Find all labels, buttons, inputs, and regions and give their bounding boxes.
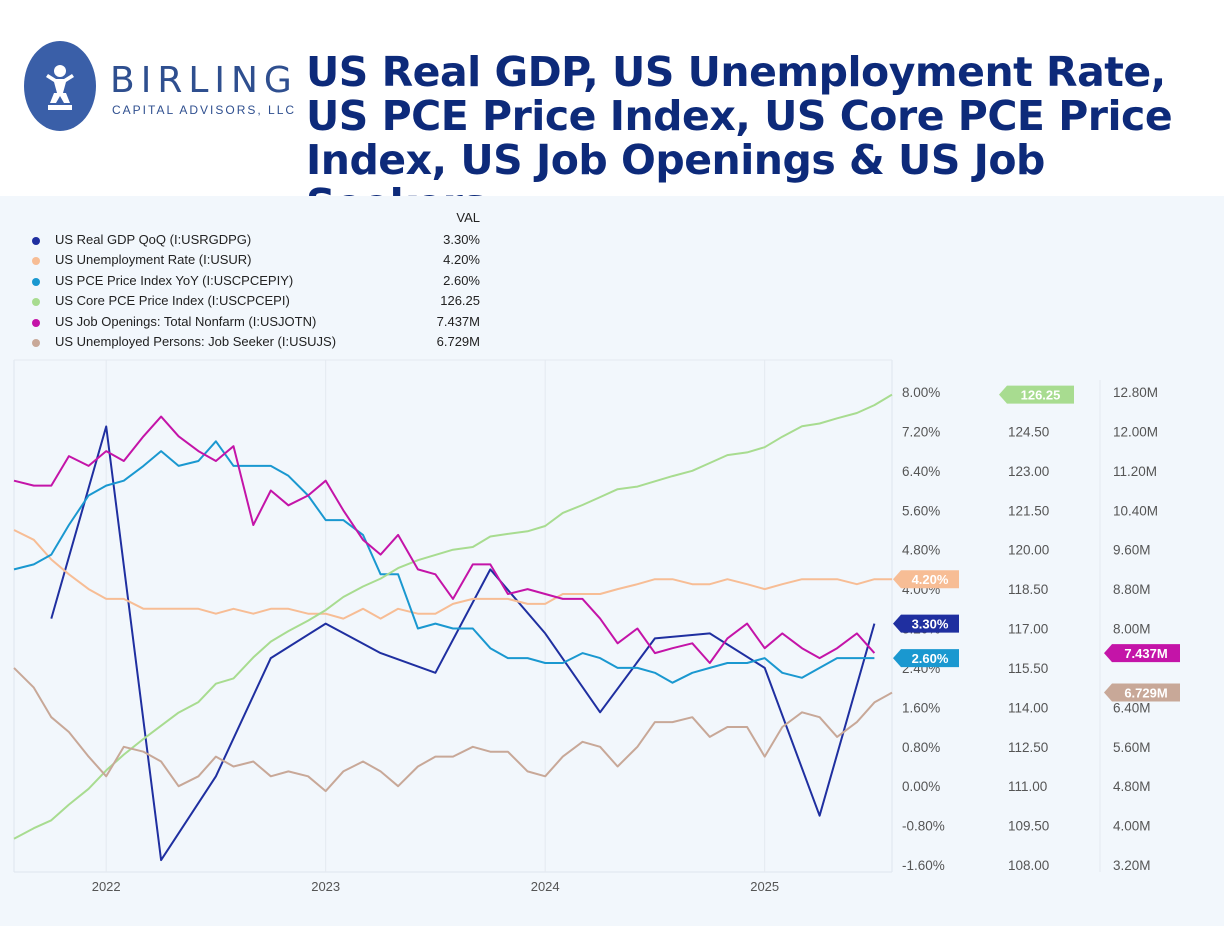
pct-tick-label: 1.60% xyxy=(902,700,940,715)
legend-dot-icon xyxy=(32,298,40,307)
pct-tick-label: -0.80% xyxy=(902,819,945,834)
index-tick-label: 109.50 xyxy=(1008,819,1049,834)
legend-dot-icon xyxy=(32,237,40,245)
legend-item: US Core PCE Price Index (I:USCPCEPI) 126.… xyxy=(30,293,480,311)
millions-tick-label: 4.80M xyxy=(1113,779,1151,794)
legend-dot-icon xyxy=(32,339,40,347)
series-value-tag xyxy=(893,649,959,668)
chart-panel xyxy=(0,196,1224,926)
legend-item-value: 126.25 xyxy=(440,293,480,309)
series-value-label: 3.30% xyxy=(912,617,949,632)
pct-tick-label: 6.40% xyxy=(902,464,940,479)
index-tick-label: 112.50 xyxy=(1008,740,1048,755)
x-tick-label: 2023 xyxy=(311,879,340,894)
pct-tick-label: 0.00% xyxy=(902,779,940,794)
legend-dot-icon xyxy=(32,257,40,266)
brand-name: BIRLING xyxy=(110,60,298,101)
brand-subtitle: CAPITAL ADVISORS, LLC xyxy=(112,103,297,117)
legend-item-name: US Unemployment Rate (I:USUR) xyxy=(55,252,252,268)
legend-item-value: 3.30% xyxy=(443,232,480,247)
series-line xyxy=(13,393,893,840)
index-tick-label: 111.00 xyxy=(1008,779,1047,794)
millions-tick-label: 6.40M xyxy=(1113,700,1151,715)
legend-item-name: US Core PCE Price Index (I:USCPCEPI) xyxy=(55,293,290,309)
pct-tick-label: 4.80% xyxy=(902,543,940,558)
series-value-tag xyxy=(1104,683,1180,702)
pct-tick-label: 7.20% xyxy=(902,424,940,439)
legend-item: US Unemployment Rate (I:USUR) 4.20% xyxy=(30,252,480,270)
millions-tick-label: 12.80M xyxy=(1113,385,1158,400)
index-tick-label: 117.00 xyxy=(1008,622,1048,637)
series-line xyxy=(13,529,892,620)
legend-item-name: US PCE Price Index YoY (I:USCPCEPIY) xyxy=(55,272,294,288)
millions-tick-label: 12.00M xyxy=(1113,424,1158,439)
legend-item-value: 7.437M xyxy=(436,313,480,329)
millions-tick-label: 10.40M xyxy=(1113,503,1158,518)
series-value-label: 7.437M xyxy=(1124,646,1167,661)
series-value-label: 126.25 xyxy=(1021,388,1061,403)
millions-tick-label: 4.00M xyxy=(1113,819,1151,834)
index-tick-label: 121.50 xyxy=(1008,503,1049,518)
millions-tick-label: 8.00M xyxy=(1113,622,1151,637)
series-line xyxy=(13,440,875,684)
birling-logo xyxy=(24,41,96,131)
person-icon xyxy=(46,65,74,110)
series-value-tag xyxy=(893,614,959,633)
legend-dot-icon xyxy=(32,318,40,327)
legend-item-value: 6.729M xyxy=(436,334,480,349)
legend-item: US Real GDP QoQ (I:USRGDPG) 3.30% xyxy=(30,232,480,250)
index-tick-label: 124.50 xyxy=(1008,424,1049,439)
series-value-tag xyxy=(999,385,1074,404)
index-tick-label: 123.00 xyxy=(1008,464,1049,479)
index-tick-label: 120.00 xyxy=(1008,543,1049,558)
legend-item-name: US Real GDP QoQ (I:USRGDPG) xyxy=(55,232,252,247)
series-value-label: 4.20% xyxy=(912,572,949,587)
legend-dot-icon xyxy=(32,277,40,286)
series-line xyxy=(13,415,876,664)
series-value-tag xyxy=(1104,644,1180,663)
millions-tick-label: 3.20M xyxy=(1113,858,1151,873)
legend-value-header: VAL xyxy=(456,210,480,225)
legend-item-name: US Unemployed Persons: Job Seeker (I:USU… xyxy=(55,334,337,349)
legend-item-value: 2.60% xyxy=(443,272,480,288)
millions-tick-label: 9.60M xyxy=(1113,543,1151,558)
x-tick-label: 2022 xyxy=(92,879,121,894)
pct-tick-label: 0.80% xyxy=(902,740,940,755)
series-line xyxy=(50,425,876,862)
pct-tick-label: 5.60% xyxy=(902,503,940,518)
x-tick-label: 2024 xyxy=(531,879,560,894)
index-tick-label: 115.50 xyxy=(1008,661,1048,676)
x-tick-label: 2025 xyxy=(750,879,779,894)
series-value-tag xyxy=(893,570,959,589)
millions-tick-label: 5.60M xyxy=(1113,740,1151,755)
index-tick-label: 114.00 xyxy=(1008,700,1048,715)
millions-tick-label: 8.80M xyxy=(1113,582,1151,597)
index-tick-label: 118.50 xyxy=(1008,582,1048,597)
legend-item-name: US Job Openings: Total Nonfarm (I:USJOTN… xyxy=(55,313,317,329)
series-line xyxy=(13,667,893,793)
pct-tick-label: 8.00% xyxy=(902,385,940,400)
legend-item-value: 4.20% xyxy=(443,252,480,268)
legend-item: US Job Openings: Total Nonfarm (I:USJOTN… xyxy=(30,314,480,332)
index-tick-label: 108.00 xyxy=(1008,858,1049,873)
header: BIRLING CAPITAL ADVISORS, LLC US Real GD… xyxy=(0,0,1224,226)
pct-tick-label: -1.60% xyxy=(902,858,945,873)
legend-item: US Unemployed Persons: Job Seeker (I:USU… xyxy=(30,334,480,352)
series-value-label: 2.60% xyxy=(912,651,949,666)
millions-tick-label: 11.20M xyxy=(1113,464,1157,479)
legend-item: US PCE Price Index YoY (I:USCPCEPIY) 2.60… xyxy=(30,273,480,291)
series-value-label: 6.729M xyxy=(1124,686,1167,701)
